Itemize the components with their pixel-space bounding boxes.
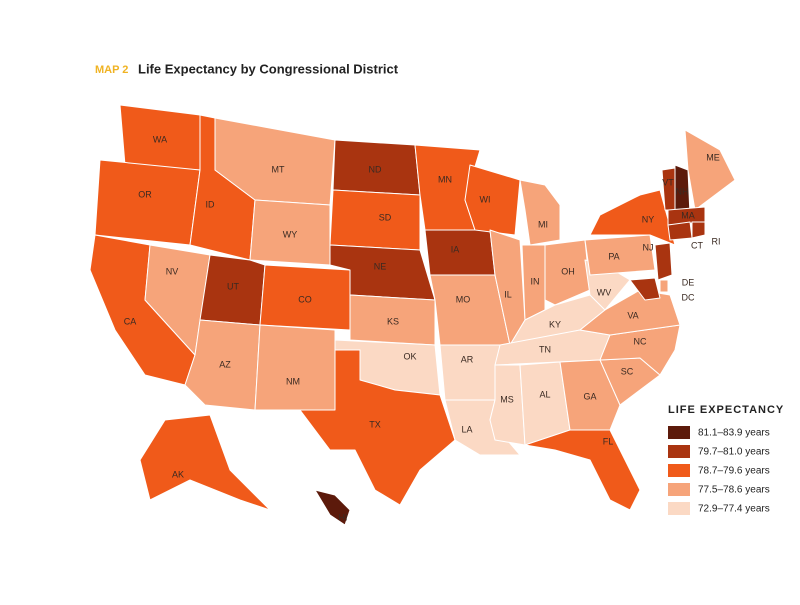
state-label: ME: [706, 152, 720, 162]
state-label: VT: [662, 177, 674, 187]
state-region: [691, 221, 706, 239]
state-label: NC: [634, 336, 647, 346]
map-tag: MAP 2: [95, 64, 128, 76]
state-region: [464, 164, 521, 236]
legend-label: 72.9–77.4 years: [698, 504, 770, 515]
state-label: HI: [339, 512, 348, 522]
legend-swatch: [668, 464, 690, 477]
state-region: [314, 489, 351, 526]
state-label: SC: [621, 366, 634, 376]
state-region: [424, 229, 496, 276]
state-label: MN: [438, 174, 452, 184]
state-label: MI: [538, 219, 548, 229]
state-label: KY: [549, 319, 561, 329]
state-label: VA: [627, 310, 638, 320]
state-label: SD: [379, 212, 392, 222]
state-label: DC: [682, 292, 695, 302]
state-label: WY: [283, 229, 298, 239]
state-label: WA: [153, 134, 167, 144]
state-region: [299, 349, 456, 506]
state-label: MT: [272, 164, 285, 174]
state-region: [629, 277, 661, 301]
map-title: Life Expectancy by Congressional Distric…: [138, 61, 399, 76]
state-label: NH: [676, 186, 689, 196]
state-label: NM: [286, 376, 300, 386]
state-label: PA: [608, 251, 619, 261]
state-label: GA: [583, 391, 596, 401]
state-label: TX: [369, 419, 381, 429]
legend-label: 79.7–81.0 years: [698, 447, 770, 458]
legend-label: 78.7–79.6 years: [698, 466, 770, 477]
state-label: WV: [597, 287, 612, 297]
state-label: FL: [603, 436, 614, 446]
state-label: AK: [172, 469, 184, 479]
state-label: CT: [691, 240, 703, 250]
legend-swatch: [668, 483, 690, 496]
state-label: OK: [403, 351, 416, 361]
state-label: RI: [712, 236, 721, 246]
state-region: [329, 189, 421, 251]
state-label: MS: [500, 394, 514, 404]
state-label: IL: [504, 289, 512, 299]
state-label: IN: [531, 276, 540, 286]
state-label: KS: [387, 316, 399, 326]
state-label: LA: [461, 424, 472, 434]
state-region: [589, 189, 676, 246]
state-label: ID: [206, 199, 216, 209]
state-label: NJ: [643, 242, 654, 252]
state-label: IA: [451, 244, 460, 254]
state-region: [139, 414, 271, 511]
state-label: OR: [138, 189, 152, 199]
state-region: [439, 344, 501, 401]
state-label: TN: [539, 344, 551, 354]
state-label: AR: [461, 354, 474, 364]
state-region: [524, 429, 641, 511]
state-region: [254, 324, 336, 411]
state-region: [519, 179, 561, 246]
state-label: CO: [298, 294, 312, 304]
state-label: UT: [227, 281, 239, 291]
state-region: [559, 359, 621, 431]
state-label: OH: [561, 266, 575, 276]
state-region: [584, 234, 656, 276]
legend-title: LIFE EXPECTANCY: [668, 404, 784, 416]
legend-swatch: [668, 502, 690, 515]
state-region: [659, 279, 669, 293]
state-label: AZ: [219, 359, 231, 369]
state-label: ND: [369, 164, 382, 174]
state-region: [544, 239, 591, 306]
state-region: [654, 242, 673, 281]
state-region: [684, 129, 736, 211]
legend-label: 77.5–78.6 years: [698, 485, 770, 496]
state-label: AL: [539, 389, 550, 399]
state-label: CA: [124, 316, 137, 326]
state-label: NY: [642, 214, 655, 224]
us-map: WA OR CA NV ID MT WY UT CO AZ NM ND SD NE KS OK TX MN IA MO…: [89, 104, 736, 526]
state-label: MO: [456, 294, 471, 304]
state-region: [667, 221, 693, 241]
state-label: WI: [480, 194, 491, 204]
state-label: DE: [682, 277, 695, 287]
state-label: NV: [166, 266, 179, 276]
state-region: [489, 364, 526, 446]
legend-swatch: [668, 426, 690, 439]
state-region: [94, 159, 201, 246]
state-label: MA: [681, 210, 695, 220]
legend-swatch: [668, 445, 690, 458]
legend-label: 81.1–83.9 years: [698, 428, 770, 439]
legend: LIFE EXPECTANCY 81.1–83.9 years 79.7–81.0…: [668, 404, 784, 515]
state-label: NE: [374, 261, 387, 271]
